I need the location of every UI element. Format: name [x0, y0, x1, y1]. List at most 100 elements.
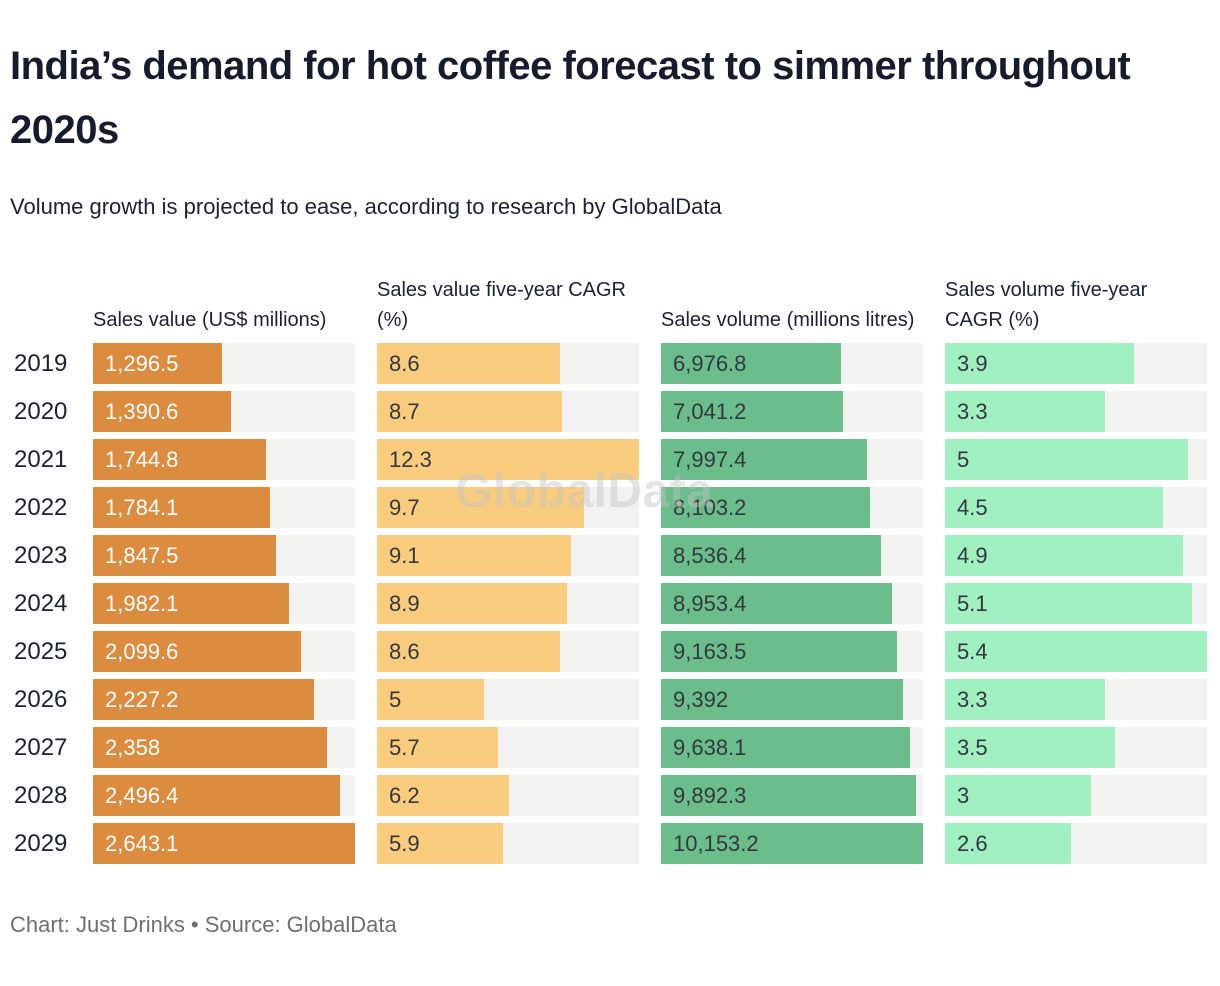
bar-track: 2.6 — [945, 823, 1207, 864]
bar-value-label: 6,976.8 — [673, 350, 747, 376]
value-bar[interactable] — [661, 679, 904, 720]
bar-track: 8,536.4 — [661, 535, 923, 576]
bar-value-label: 2,643.1 — [105, 830, 179, 856]
value-bar[interactable] — [661, 343, 842, 384]
value-bar[interactable] — [945, 535, 1183, 576]
value-bar[interactable] — [377, 631, 561, 672]
bar-value-label: 8,536.4 — [673, 542, 747, 568]
value-bar[interactable] — [93, 439, 266, 480]
bar-value-label: 5.1 — [957, 590, 988, 616]
value-bar[interactable] — [377, 583, 567, 624]
value-bar[interactable] — [93, 775, 341, 816]
bar-track: 7,997.4 — [661, 439, 923, 480]
bar-value-label: 8.7 — [389, 398, 420, 424]
value-bar[interactable] — [945, 775, 1091, 816]
bar-track: 5 — [377, 679, 639, 720]
bar-track: 3.9 — [945, 343, 1207, 384]
bar-track: 9.1 — [377, 535, 639, 576]
table-row: 2023 1,847.5 9.1 8,536.4 4.9 — [14, 535, 1220, 576]
table-row: 2026 2,227.2 5 9,392 3.3 — [14, 679, 1220, 720]
bar-value-label: 2,227.2 — [105, 686, 179, 712]
bar-track: 9,163.5 — [661, 631, 923, 672]
value-bar[interactable] — [377, 823, 503, 864]
value-bar[interactable] — [945, 439, 1188, 480]
bar-track: 3.5 — [945, 727, 1207, 768]
value-bar[interactable] — [93, 391, 231, 432]
bar-value-label: 1,982.1 — [105, 590, 179, 616]
value-bar[interactable] — [377, 343, 561, 384]
value-bar[interactable] — [377, 487, 584, 528]
value-bar[interactable] — [377, 727, 499, 768]
value-bar[interactable] — [93, 823, 355, 864]
year-label: 2023 — [14, 541, 68, 569]
bar-track: 1,847.5 — [93, 535, 355, 576]
value-bar[interactable] — [661, 583, 893, 624]
bar-value-label: 1,744.8 — [105, 446, 179, 472]
value-bar[interactable] — [93, 343, 222, 384]
year-label: 2027 — [14, 733, 68, 761]
bar-track: 8.6 — [377, 631, 639, 672]
table-row: 2020 1,390.6 8.7 7,041.2 3.3 — [14, 391, 1220, 432]
bar-value-label: 9.1 — [389, 542, 420, 568]
bar-value-label: 6.2 — [389, 782, 420, 808]
bar-track: 12.3 — [377, 439, 639, 480]
value-bar[interactable] — [93, 679, 314, 720]
value-bar[interactable] — [945, 343, 1135, 384]
value-bar[interactable] — [93, 535, 277, 576]
table-row: 2027 2,358 5.7 9,638.1 3.5 — [14, 727, 1220, 768]
value-bar[interactable] — [945, 487, 1164, 528]
bar-value-label: 9.7 — [389, 494, 420, 520]
bar-value-label: 9,892.3 — [673, 782, 747, 808]
column-header-sales-value: Sales value (US$ millions) — [93, 309, 327, 331]
value-bar[interactable] — [945, 631, 1207, 672]
bar-track: 8.6 — [377, 343, 639, 384]
value-bar[interactable] — [93, 487, 270, 528]
bar-value-label: 5 — [957, 446, 970, 472]
bar-track: 7,041.2 — [661, 391, 923, 432]
bar-track: 3.3 — [945, 391, 1207, 432]
bar-value-label: 10,153.2 — [673, 830, 759, 856]
bar-value-label: 2,099.6 — [105, 638, 179, 664]
chart-subtitle: Volume growth is projected to ease, acco… — [10, 194, 722, 219]
year-label: 2025 — [14, 637, 68, 665]
value-bar[interactable] — [661, 439, 868, 480]
bar-table: Sales value (US$ millions) Sales value f… — [14, 275, 1220, 871]
bar-value-label: 8.6 — [389, 638, 420, 664]
column-header-volume-cagr: Sales volume five-year CAGR (%) — [945, 279, 1148, 331]
value-bar[interactable] — [661, 823, 923, 864]
value-bar[interactable] — [661, 391, 843, 432]
value-bar[interactable] — [945, 679, 1106, 720]
value-bar[interactable] — [945, 823, 1072, 864]
bar-value-label: 8,103.2 — [673, 494, 747, 520]
value-bar[interactable] — [945, 391, 1106, 432]
bar-value-label: 9,638.1 — [673, 734, 747, 760]
value-bar[interactable] — [93, 727, 327, 768]
column-header-value-cagr: Sales value five-year CAGR (%) — [377, 279, 626, 331]
value-bar[interactable] — [93, 583, 290, 624]
bar-track: 1,744.8 — [93, 439, 355, 480]
table-row: 2029 2,643.1 5.9 10,153.2 2.6 — [14, 823, 1220, 864]
value-bar[interactable] — [93, 631, 302, 672]
year-label: 2019 — [14, 349, 68, 377]
bar-track: 5.7 — [377, 727, 639, 768]
value-bar[interactable] — [377, 391, 563, 432]
value-bar[interactable] — [377, 535, 571, 576]
value-bar[interactable] — [377, 679, 484, 720]
chart-footer: Chart: Just Drinks • Source: GlobalData — [10, 912, 397, 937]
value-bar[interactable] — [945, 583, 1193, 624]
value-bar[interactable] — [377, 775, 510, 816]
table-row: 2021 1,744.8 12.3 7,997.4 5 — [14, 439, 1220, 480]
value-bar[interactable] — [945, 727, 1115, 768]
value-bar[interactable] — [661, 775, 917, 816]
value-bar[interactable] — [661, 535, 882, 576]
bar-track: 1,784.1 — [93, 487, 355, 528]
value-bar[interactable] — [661, 631, 898, 672]
table-row: 2024 1,982.1 8.9 8,953.4 5.1 — [14, 583, 1220, 624]
bar-value-label: 2,358 — [105, 734, 161, 760]
year-label: 2021 — [14, 445, 68, 473]
value-bar[interactable] — [661, 727, 910, 768]
bar-track: 5.9 — [377, 823, 639, 864]
bar-value-label: 5.4 — [957, 638, 988, 664]
value-bar[interactable] — [377, 439, 639, 480]
value-bar[interactable] — [661, 487, 871, 528]
